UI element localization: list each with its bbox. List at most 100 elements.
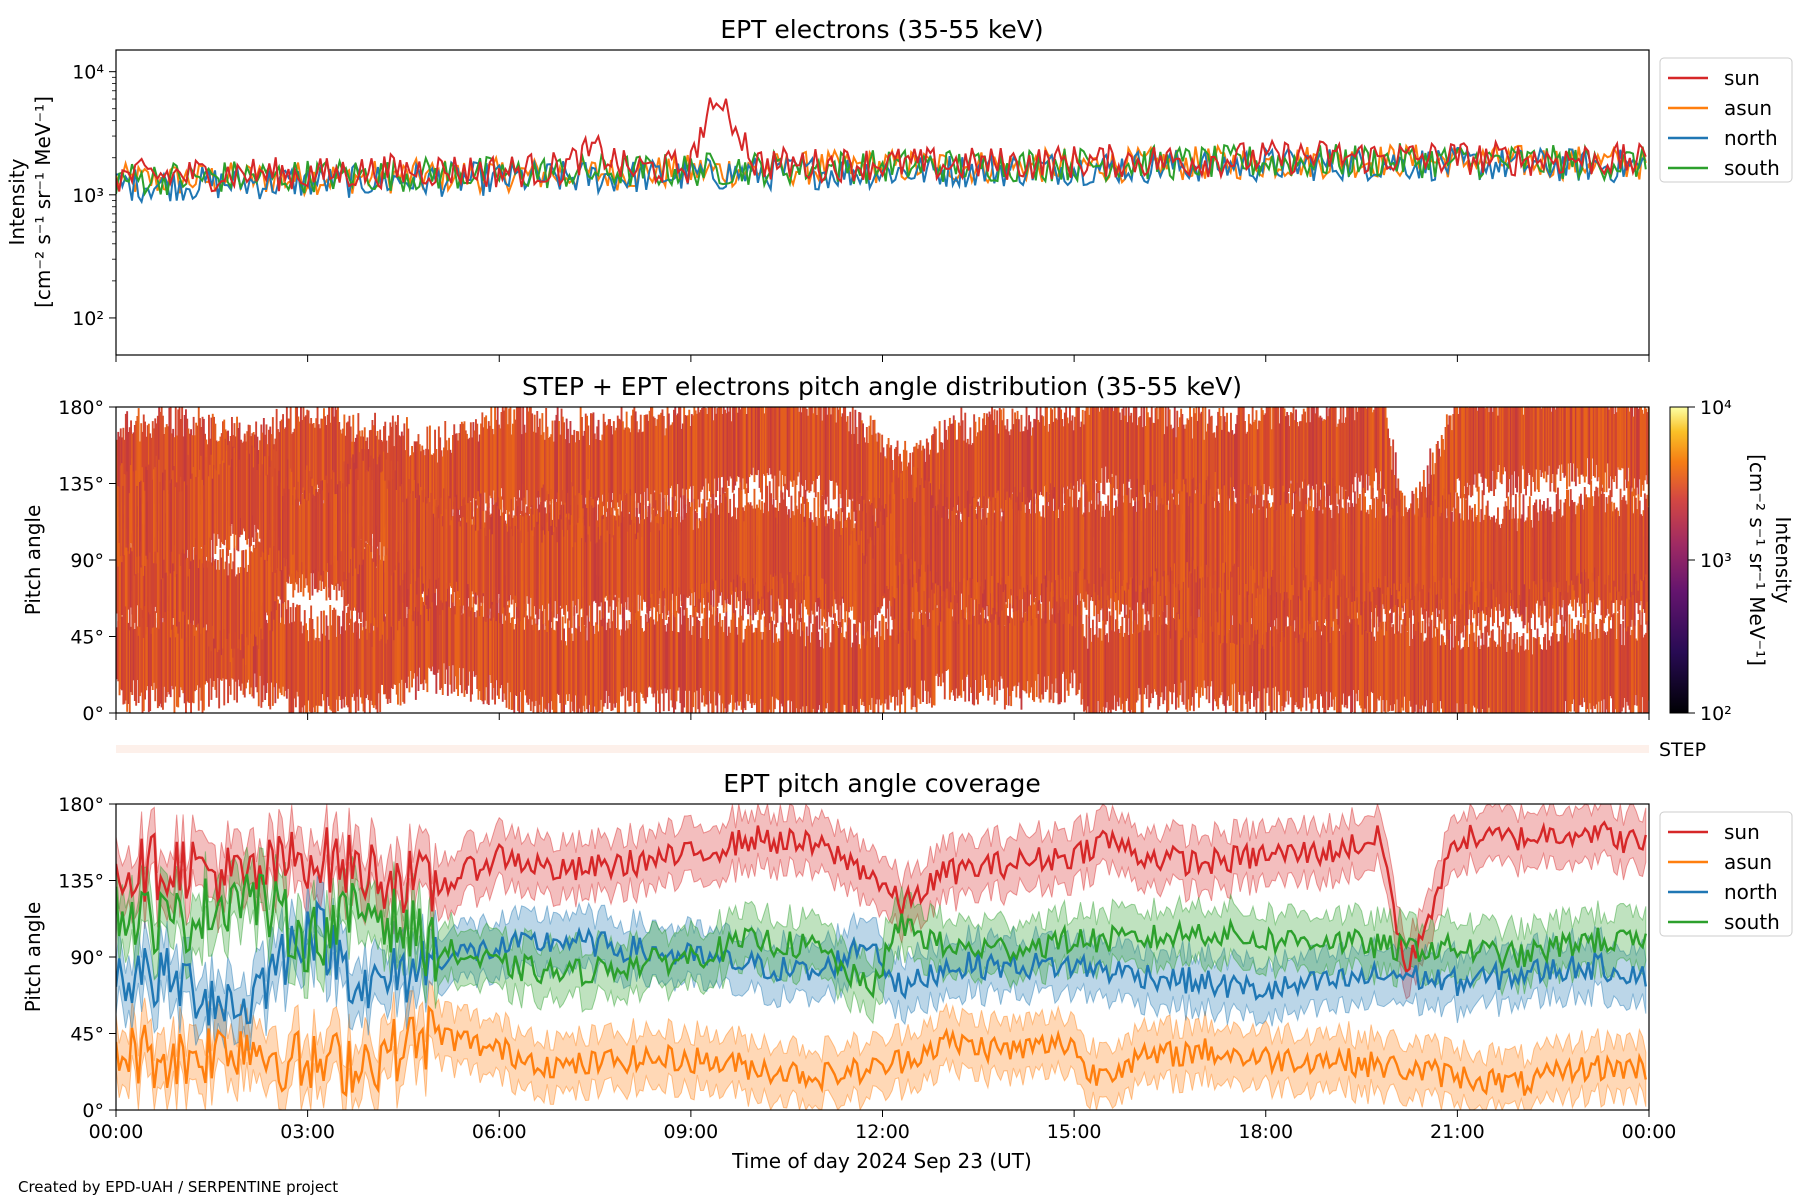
heatmap-cell [1376,498,1379,588]
heatmap-cell [196,598,199,686]
heatmap-cell [1012,595,1015,687]
heatmap-cell [284,600,287,691]
heatmap-cell [973,414,976,529]
heatmap-cell [825,633,827,709]
heatmap-cell [735,407,738,482]
heatmap-cell [1572,633,1575,700]
heatmap-cell [1205,480,1208,565]
heatmap-cell [1517,518,1520,604]
heatmap-cell [478,595,481,692]
heatmap-cell [218,474,221,539]
heatmap-cell [122,539,125,632]
heatmap-cell [454,511,457,591]
heatmap-cell [455,592,458,690]
heatmap-cell [1457,496,1460,589]
heatmap-cell [1047,509,1050,581]
heatmap-cell [173,466,176,572]
heatmap-cell [1277,407,1280,501]
heatmap-cell [925,606,928,704]
heatmap-cell [317,493,320,572]
heatmap-cell [200,455,203,548]
heatmap-cell [799,636,802,710]
heatmap-cell [264,456,267,560]
heatmap-cell [812,413,815,481]
heatmap-cell [1517,407,1520,477]
heatmap-cell [193,595,196,692]
heatmap-cell [931,603,933,708]
heatmap-cell [1634,407,1637,496]
heatmap-cell [808,537,811,616]
heatmap-cell [475,530,477,593]
heatmap-cell [688,527,691,592]
heatmap-cell [821,495,824,579]
heatmap-cell [1396,613,1398,700]
heatmap-cell [137,487,140,573]
heatmap-cell [297,605,300,697]
heatmap-cell [384,555,387,614]
heatmap-cell [303,610,306,706]
heatmap-cell [141,600,144,713]
heatmap-cell [565,418,568,516]
heatmap-cell [1126,612,1129,699]
heatmap-cell [521,434,523,501]
heatmap-cell [340,488,343,552]
heatmap-cell [692,626,695,708]
heatmap-cell [1577,407,1580,477]
heatmap-cell [863,437,866,530]
heatmap-cell [1322,513,1324,600]
heatmap-cell [1278,626,1281,696]
heatmap-cell [159,411,162,504]
heatmap-cell [696,413,698,513]
heatmap-cell [196,464,199,570]
heatmap-cell [988,605,991,696]
heatmap-cell [340,529,343,598]
heatmap-cell [1205,593,1208,700]
heatmap-cell [156,618,159,709]
heatmap-cell [819,407,822,507]
heatmap-cell [541,487,544,570]
heatmap-cell [1465,550,1467,642]
heatmap-cell [1502,621,1504,713]
heatmap-cell [1273,626,1276,711]
heatmap-cell [1028,415,1030,503]
heatmap-cell [1037,499,1039,603]
heatmap-cell [1290,603,1292,698]
heatmap-cell [1171,493,1174,571]
heatmap-cell [650,407,652,495]
heatmap-cell [1144,508,1147,589]
heatmap-cell [1493,407,1495,496]
heatmap-cell [227,445,229,556]
heatmap-cell [867,625,870,713]
heatmap-cell [1436,514,1439,594]
heatmap-cell [429,425,431,515]
heatmap-cell [1421,517,1424,590]
heatmap-cell [966,490,969,581]
heatmap-cell [1178,607,1181,696]
heatmap-cell [1190,502,1193,574]
heatmap-cell [731,407,734,493]
heatmap-cell [1456,407,1458,479]
heatmap-cell [1126,495,1129,583]
heatmap-cell [1025,507,1028,590]
heatmap-cell [1646,412,1649,485]
heatmap-cell [1283,634,1286,708]
heatmap-cell [1173,473,1176,564]
colorbar-tick-label: 10⁴ [1700,397,1732,419]
heatmap-cell [811,519,813,599]
heatmap-cell [730,421,733,479]
heatmap-cell [546,426,549,507]
heatmap-cell [142,523,145,638]
heatmap-cell [989,501,992,594]
heatmap-cell [526,615,528,703]
heatmap-cell [1511,649,1513,713]
heatmap-cell [1333,610,1336,711]
heatmap-cell [1545,649,1548,713]
heatmap-cell [135,600,138,706]
heatmap-cell [1272,620,1274,688]
heatmap-cell [758,604,761,713]
heatmap-cell [951,423,954,512]
heatmap-cell [1088,512,1091,584]
heatmap-cell [1281,407,1283,506]
heatmap-cell [1039,407,1042,492]
heatmap-cell [1116,621,1119,702]
